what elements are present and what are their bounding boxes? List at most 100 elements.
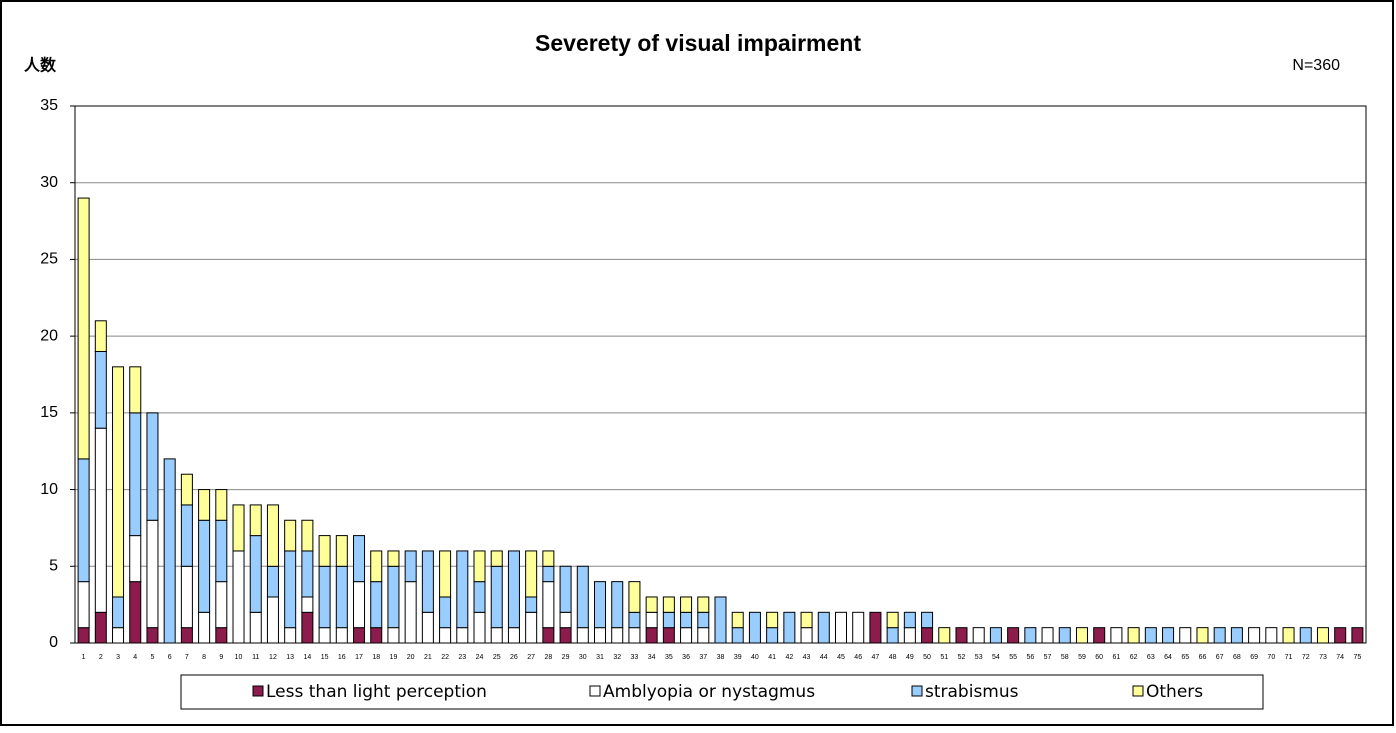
bar-segment: [989, 627, 1002, 644]
x-tick-label: 40: [751, 654, 759, 661]
x-tick-label: 74: [1336, 654, 1344, 661]
x-tick-label: 39: [734, 654, 742, 661]
bar-segment: [817, 611, 830, 644]
bar-segment: [421, 550, 434, 613]
legend-label: Less than light perception: [266, 682, 487, 702]
bar-segment: [559, 627, 572, 644]
bar-segment: [1058, 627, 1071, 644]
x-tick-label: 73: [1319, 654, 1327, 661]
bar-segment: [318, 627, 331, 644]
bar-segment: [525, 611, 538, 644]
x-tick-label: 61: [1113, 654, 1121, 661]
bar-segment: [112, 596, 125, 629]
x-tick-label: 11: [252, 654, 259, 661]
bar-segment: [869, 611, 882, 644]
annotation: N=360: [1292, 57, 1340, 74]
bar-segment: [370, 627, 383, 644]
x-tick-label: 8: [202, 654, 206, 661]
x-tick-label: 67: [1216, 654, 1224, 661]
x-tick-label: 54: [992, 654, 1000, 661]
bar-segment: [921, 611, 934, 629]
bar-segment: [112, 627, 125, 644]
bar-segment: [628, 627, 641, 644]
bar-segment: [198, 489, 211, 521]
bar-segment: [886, 611, 899, 629]
x-tick-label: 70: [1267, 654, 1275, 661]
x-tick-label: 10: [235, 654, 243, 661]
bar-segment: [301, 519, 314, 552]
bar-segment: [921, 627, 934, 644]
x-tick-label: 46: [854, 654, 862, 661]
bar-segment: [800, 627, 813, 644]
x-tick-label: 56: [1026, 654, 1034, 661]
bar-segment: [370, 581, 383, 629]
bar-segment: [335, 627, 348, 644]
x-tick-label: 21: [424, 654, 432, 661]
x-tick-label: 26: [510, 654, 518, 661]
bar-segment: [697, 627, 710, 644]
bar-segment: [1024, 627, 1037, 644]
bar-segment: [1282, 627, 1295, 644]
bar-segment: [198, 519, 211, 613]
bar-segment: [645, 611, 658, 629]
bar-segment: [249, 535, 262, 613]
x-tick-label: 52: [958, 654, 966, 661]
bar-segment: [662, 627, 675, 644]
bar-segment: [232, 550, 245, 644]
bar-segment: [94, 320, 107, 352]
bar-segment: [593, 627, 607, 644]
bar-segment: [1093, 627, 1106, 644]
legend-swatch: [1132, 685, 1144, 697]
bar-segment: [77, 627, 90, 644]
x-tick-label: 9: [219, 654, 223, 661]
x-tick-label: 6: [168, 654, 172, 661]
x-tick-label: 69: [1250, 654, 1258, 661]
bar-segment: [370, 550, 383, 583]
bar-segment: [129, 581, 142, 644]
bar-segment: [387, 627, 400, 644]
bar-segment: [387, 550, 400, 567]
bar-segment: [1265, 627, 1278, 644]
x-tick-label: 50: [923, 654, 931, 661]
bar-segment: [783, 611, 796, 644]
x-tick-label: 60: [1095, 654, 1103, 661]
bar-segment: [198, 611, 211, 644]
bar-segment: [353, 581, 366, 629]
x-tick-label: 30: [579, 654, 587, 661]
bar-segment: [1127, 627, 1140, 644]
x-tick-label: 16: [338, 654, 346, 661]
x-tick-label: 47: [872, 654, 880, 661]
bar-segment: [1110, 627, 1123, 644]
bar-segment: [301, 611, 314, 644]
x-tick-label: 58: [1061, 654, 1069, 661]
x-tick-label: 22: [441, 654, 449, 661]
bar-segment: [490, 550, 503, 567]
bar-segment: [611, 627, 624, 644]
bar-segment: [215, 519, 228, 583]
bar-segment: [94, 350, 107, 429]
bar-segment: [163, 458, 176, 644]
bar-segment: [180, 473, 193, 506]
legend-label: Amblyopia or nystagmus: [603, 682, 815, 702]
bar-segment: [112, 366, 125, 598]
bar-segment: [1144, 627, 1157, 644]
bar-segment: [301, 596, 314, 613]
bar-segment: [180, 565, 193, 629]
bar-segment: [439, 550, 452, 598]
bar-segment: [731, 611, 744, 629]
x-tick-label: 49: [906, 654, 914, 661]
bar-segment: [473, 550, 486, 583]
x-tick-label: 32: [613, 654, 621, 661]
x-tick-label: 55: [1009, 654, 1017, 661]
bar-segment: [456, 627, 469, 644]
bar-segment: [146, 627, 159, 644]
x-tick-label: 18: [372, 654, 380, 661]
x-tick-label: 53: [975, 654, 983, 661]
x-tick-label: 75: [1353, 654, 1361, 661]
bar-segment: [955, 627, 968, 644]
bar-segment: [645, 627, 658, 644]
bar-segment: [697, 611, 710, 629]
x-tick-label: 66: [1199, 654, 1207, 661]
bar-segment: [266, 565, 279, 598]
